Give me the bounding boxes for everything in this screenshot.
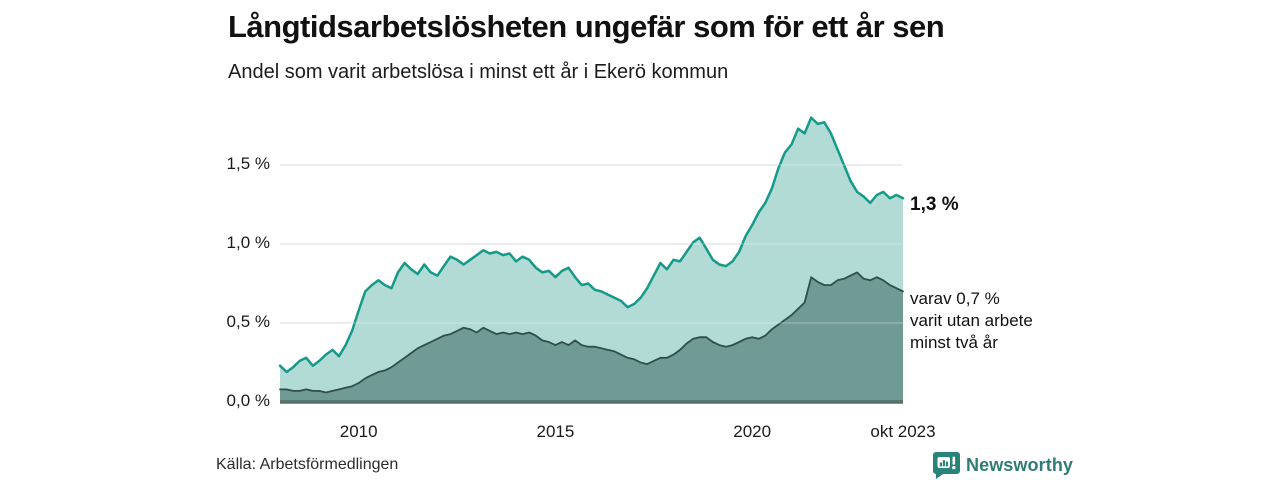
newsworthy-logo-icon [933,452,960,479]
x-tick-label: 2020 [733,422,772,441]
annotation-line-3: minst två år [910,333,998,352]
y-tick-label: 1,5 % [226,154,270,173]
y-tick-label: 0,0 % [226,391,270,410]
annotation-line-2: varit utan arbete [910,311,1033,330]
annotation-line-1: varav 0,7 % [910,289,1000,308]
y-tick-label: 0,5 % [226,312,270,331]
source-note: Källa: Arbetsförmedlingen [216,456,399,473]
series-line [279,271,904,394]
x-tick-label: 2015 [536,422,575,441]
x-tick-label: 2010 [339,422,378,441]
brand-name: Newsworthy [966,454,1074,475]
chart-title: Långtidsarbetslösheten ungefär som för e… [228,9,945,44]
end-value-label-subseries: varav 0,7 % varit utan arbete minst två … [910,288,1033,354]
series-line [278,116,905,374]
y-tick-label: 1,0 % [226,233,270,252]
brand-footer: Newsworthy [933,451,1073,479]
series-area [280,117,903,402]
end-value-label-total: 1,3 % [910,194,959,215]
x-tick-label: okt 2023 [870,422,936,441]
area-chart [278,116,905,404]
series-area [280,272,903,402]
chart-subtitle: Andel som varit arbetslösa i minst ett å… [228,61,729,83]
